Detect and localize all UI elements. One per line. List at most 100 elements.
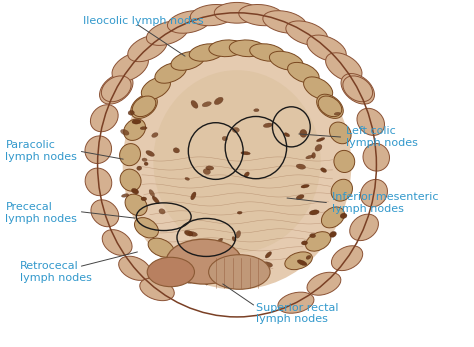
Ellipse shape	[284, 133, 290, 137]
Ellipse shape	[317, 138, 325, 142]
Text: Inferior mesenteric
lymph nodes: Inferior mesenteric lymph nodes	[331, 192, 438, 214]
Ellipse shape	[128, 110, 134, 115]
Ellipse shape	[263, 123, 273, 127]
Ellipse shape	[214, 97, 223, 105]
Ellipse shape	[166, 239, 242, 284]
Ellipse shape	[120, 129, 129, 135]
Ellipse shape	[237, 211, 242, 214]
Ellipse shape	[307, 35, 346, 62]
Ellipse shape	[306, 232, 331, 251]
Ellipse shape	[320, 168, 327, 172]
Ellipse shape	[191, 277, 197, 281]
Ellipse shape	[188, 231, 197, 236]
Ellipse shape	[340, 213, 347, 219]
Ellipse shape	[85, 136, 111, 163]
Ellipse shape	[331, 179, 353, 201]
Ellipse shape	[177, 248, 188, 253]
Ellipse shape	[85, 168, 112, 196]
Ellipse shape	[278, 292, 314, 313]
Ellipse shape	[334, 150, 355, 172]
Ellipse shape	[250, 44, 285, 61]
Ellipse shape	[112, 53, 148, 82]
Ellipse shape	[140, 127, 147, 130]
Ellipse shape	[202, 102, 211, 107]
Ellipse shape	[209, 255, 270, 289]
Ellipse shape	[173, 148, 180, 153]
Ellipse shape	[246, 278, 255, 284]
Ellipse shape	[119, 144, 140, 166]
Ellipse shape	[315, 144, 322, 151]
Ellipse shape	[234, 252, 240, 257]
Ellipse shape	[206, 242, 214, 248]
Ellipse shape	[214, 2, 260, 23]
Ellipse shape	[265, 252, 272, 258]
Ellipse shape	[216, 238, 223, 244]
Text: Paracolic
lymph nodes: Paracolic lymph nodes	[5, 140, 77, 162]
Ellipse shape	[91, 105, 118, 132]
Ellipse shape	[120, 169, 141, 191]
Ellipse shape	[236, 231, 241, 238]
Ellipse shape	[343, 76, 373, 102]
Ellipse shape	[189, 44, 224, 61]
Ellipse shape	[191, 192, 196, 200]
Ellipse shape	[118, 256, 151, 280]
Ellipse shape	[261, 262, 273, 268]
Ellipse shape	[131, 94, 157, 118]
Text: Ileocolic lymph nodes: Ileocolic lymph nodes	[83, 16, 204, 26]
Ellipse shape	[209, 40, 245, 57]
Ellipse shape	[137, 166, 142, 170]
Ellipse shape	[306, 155, 313, 159]
Ellipse shape	[123, 40, 351, 289]
Ellipse shape	[326, 53, 362, 82]
Ellipse shape	[317, 94, 343, 118]
Ellipse shape	[310, 210, 319, 215]
Ellipse shape	[195, 274, 204, 281]
Ellipse shape	[341, 74, 374, 104]
Ellipse shape	[128, 35, 167, 62]
Ellipse shape	[184, 230, 193, 236]
Ellipse shape	[241, 152, 250, 155]
Ellipse shape	[132, 96, 156, 117]
Ellipse shape	[149, 189, 155, 197]
Ellipse shape	[239, 5, 283, 26]
Ellipse shape	[142, 158, 147, 161]
Ellipse shape	[141, 197, 146, 201]
Ellipse shape	[135, 218, 158, 238]
Ellipse shape	[171, 51, 205, 70]
Ellipse shape	[100, 74, 133, 104]
Ellipse shape	[285, 252, 312, 270]
Ellipse shape	[363, 143, 390, 171]
Ellipse shape	[254, 109, 259, 112]
Ellipse shape	[146, 151, 155, 156]
Ellipse shape	[312, 152, 316, 159]
Ellipse shape	[154, 70, 320, 253]
Ellipse shape	[307, 272, 341, 295]
Ellipse shape	[361, 179, 387, 207]
Ellipse shape	[131, 188, 139, 194]
Ellipse shape	[184, 264, 192, 272]
Ellipse shape	[132, 119, 141, 124]
Ellipse shape	[144, 162, 148, 166]
Ellipse shape	[167, 11, 211, 33]
Ellipse shape	[102, 230, 132, 255]
Ellipse shape	[239, 261, 251, 265]
Ellipse shape	[296, 164, 306, 169]
Ellipse shape	[329, 122, 351, 144]
Ellipse shape	[152, 196, 159, 204]
Text: Retrocecal
lymph nodes: Retrocecal lymph nodes	[19, 261, 91, 283]
Ellipse shape	[350, 214, 378, 240]
Ellipse shape	[296, 195, 304, 200]
Ellipse shape	[229, 40, 265, 57]
Ellipse shape	[306, 255, 311, 259]
Ellipse shape	[147, 257, 194, 287]
Ellipse shape	[310, 234, 316, 238]
Ellipse shape	[331, 246, 363, 271]
Ellipse shape	[301, 185, 309, 188]
Ellipse shape	[141, 77, 171, 100]
Ellipse shape	[185, 177, 190, 180]
Ellipse shape	[152, 133, 158, 137]
Ellipse shape	[101, 76, 131, 102]
Ellipse shape	[121, 194, 129, 197]
Ellipse shape	[125, 194, 147, 215]
Ellipse shape	[159, 209, 165, 214]
